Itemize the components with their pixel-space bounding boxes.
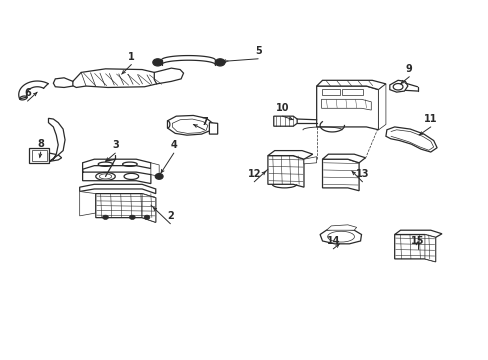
Circle shape <box>129 215 135 220</box>
Circle shape <box>155 60 160 64</box>
Circle shape <box>155 174 163 179</box>
Polygon shape <box>394 230 441 237</box>
Text: 2: 2 <box>167 211 173 221</box>
Polygon shape <box>267 150 312 159</box>
Polygon shape <box>389 80 407 92</box>
Polygon shape <box>394 234 435 262</box>
Polygon shape <box>322 159 358 191</box>
Polygon shape <box>53 78 73 87</box>
Polygon shape <box>304 157 316 164</box>
Polygon shape <box>378 84 385 130</box>
Text: 9: 9 <box>405 64 412 74</box>
Circle shape <box>144 215 150 220</box>
Polygon shape <box>82 169 151 184</box>
Polygon shape <box>273 116 297 126</box>
Text: 12: 12 <box>247 169 261 179</box>
Polygon shape <box>209 123 217 134</box>
Polygon shape <box>321 99 370 110</box>
Text: 1: 1 <box>128 51 135 62</box>
FancyBboxPatch shape <box>29 148 49 163</box>
Polygon shape <box>142 194 156 222</box>
Polygon shape <box>154 68 183 84</box>
Polygon shape <box>96 194 156 222</box>
Text: 8: 8 <box>37 139 44 149</box>
Text: 7: 7 <box>201 117 207 127</box>
Text: 5: 5 <box>254 46 261 56</box>
Polygon shape <box>322 154 365 163</box>
Text: 6: 6 <box>24 88 31 98</box>
Polygon shape <box>80 192 96 216</box>
Polygon shape <box>316 80 385 90</box>
Circle shape <box>215 59 224 66</box>
Polygon shape <box>48 118 65 161</box>
Text: 3: 3 <box>112 140 119 150</box>
Polygon shape <box>321 89 339 95</box>
Text: 13: 13 <box>355 169 368 179</box>
Circle shape <box>153 59 162 66</box>
Text: 4: 4 <box>170 140 177 150</box>
Text: 10: 10 <box>275 103 289 113</box>
Polygon shape <box>326 225 356 230</box>
Polygon shape <box>320 228 361 244</box>
Polygon shape <box>316 86 378 130</box>
Polygon shape <box>82 159 151 169</box>
Polygon shape <box>267 156 304 187</box>
Polygon shape <box>167 116 212 135</box>
FancyBboxPatch shape <box>32 150 46 161</box>
Polygon shape <box>172 119 207 134</box>
Polygon shape <box>49 153 61 161</box>
Polygon shape <box>385 127 436 152</box>
Polygon shape <box>80 184 156 194</box>
Polygon shape <box>71 69 161 87</box>
Text: 14: 14 <box>326 236 339 246</box>
Circle shape <box>102 215 108 220</box>
Polygon shape <box>341 89 362 95</box>
Text: 15: 15 <box>410 236 424 246</box>
Polygon shape <box>151 163 159 176</box>
Polygon shape <box>424 234 435 262</box>
Text: 11: 11 <box>423 114 437 124</box>
